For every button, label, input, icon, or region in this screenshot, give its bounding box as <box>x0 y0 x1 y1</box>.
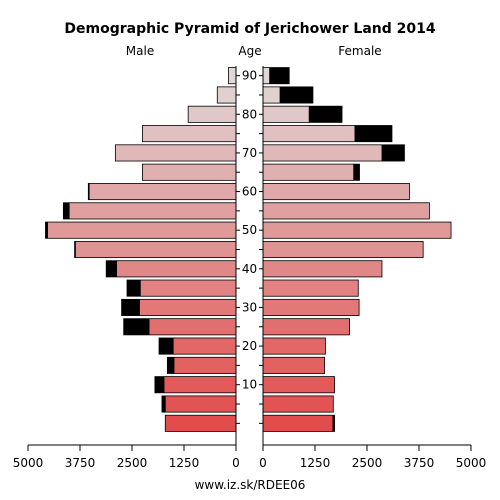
male-bar-80-84 <box>187 105 237 123</box>
female-excess-65-69 <box>353 164 360 181</box>
female-bar-65-69 <box>262 163 360 181</box>
male-bar-70-74 <box>114 144 237 162</box>
age-tick-label: 90 <box>242 69 257 83</box>
male-excess-50-54 <box>45 222 48 239</box>
female-bar-15-19 <box>262 356 325 374</box>
female-header: Female <box>338 44 381 58</box>
female-bars <box>262 67 452 432</box>
age-tick-label: 80 <box>242 107 257 121</box>
male-excess-40-44 <box>106 260 118 277</box>
footer-source: www.iz.sk/RDEE06 <box>195 478 306 492</box>
male-bar-45-49 <box>74 240 237 259</box>
x-tick-label-female: 2500 <box>352 456 383 470</box>
age-tick-label: 70 <box>242 146 257 160</box>
male-bar-85-89 <box>216 86 237 104</box>
female-bar-60-64 <box>262 183 410 201</box>
age-tick-label: 60 <box>242 185 257 199</box>
female-bar-5-9 <box>262 395 334 413</box>
female-bar-0-4 <box>262 414 335 432</box>
female-bar-35-39 <box>262 279 359 297</box>
age-tick-label: 40 <box>242 262 257 276</box>
x-axis: 5000 3750 2500 1250 0 0 1250 2500 3750 5000 <box>13 445 487 470</box>
male-bars <box>45 67 237 432</box>
female-excess-85-89 <box>279 86 313 104</box>
age-tick-label: 20 <box>242 339 257 353</box>
male-excess-10-14 <box>154 376 165 393</box>
male-bar-60-64 <box>87 183 237 201</box>
male-excess-30-34 <box>121 299 140 316</box>
male-bar-35-39 <box>126 279 237 297</box>
male-bar-50-54 <box>45 221 237 239</box>
chart-title: Demographic Pyramid of Jerichower Land 2… <box>64 21 435 37</box>
age-header: Age <box>238 44 261 58</box>
male-bar-90+ <box>228 67 237 85</box>
female-excess-70-74 <box>381 144 405 162</box>
x-tick-label-male: 0 <box>232 456 240 470</box>
male-bar-0-4 <box>164 414 237 432</box>
x-tick-label-male: 5000 <box>13 456 44 470</box>
male-excess-35-39 <box>127 280 141 297</box>
male-excess-45-49 <box>74 241 76 258</box>
x-tick-label-male: 2500 <box>117 456 148 470</box>
male-excess-60-64 <box>88 183 90 200</box>
male-excess-5-9 <box>161 395 166 413</box>
age-tick-label: 10 <box>242 378 257 392</box>
female-excess-90+ <box>269 67 290 84</box>
x-tick-label-male: 1250 <box>169 456 200 470</box>
female-bar-45-49 <box>262 240 424 259</box>
age-tick-label: 50 <box>242 223 257 237</box>
female-excess-80-84 <box>308 106 343 123</box>
female-excess-0-4 <box>332 415 335 432</box>
female-bar-25-29 <box>262 318 350 336</box>
female-bar-40-44 <box>262 260 383 278</box>
male-bar-5-9 <box>161 395 237 413</box>
x-tick-label-female: 0 <box>259 456 267 470</box>
x-tick-label-female: 3750 <box>404 456 435 470</box>
male-bar-75-79 <box>141 125 237 143</box>
male-bar-55-59 <box>62 202 237 220</box>
female-bar-30-34 <box>262 298 360 316</box>
male-header: Male <box>126 44 154 58</box>
x-tick-label-female: 1250 <box>300 456 331 470</box>
age-tick-label: 30 <box>242 300 257 314</box>
female-bar-10-14 <box>262 376 335 394</box>
male-excess-25-29 <box>123 318 150 335</box>
female-bar-20-24 <box>262 337 326 355</box>
male-bar-10-14 <box>154 376 237 394</box>
male-bar-15-19 <box>166 356 237 374</box>
x-tick-label-female: 5000 <box>456 456 487 470</box>
male-excess-15-19 <box>167 357 175 374</box>
age-axis: 10 20 30 40 50 60 70 80 90 <box>236 69 263 424</box>
x-tick-label-male: 3750 <box>65 456 96 470</box>
male-excess-55-59 <box>63 202 70 219</box>
male-bar-40-44 <box>105 260 237 278</box>
male-excess-20-24 <box>159 337 174 355</box>
female-excess-75-79 <box>354 125 392 142</box>
female-bar-50-54 <box>262 221 452 239</box>
male-bar-65-69 <box>141 163 237 181</box>
female-bar-55-59 <box>262 202 430 220</box>
